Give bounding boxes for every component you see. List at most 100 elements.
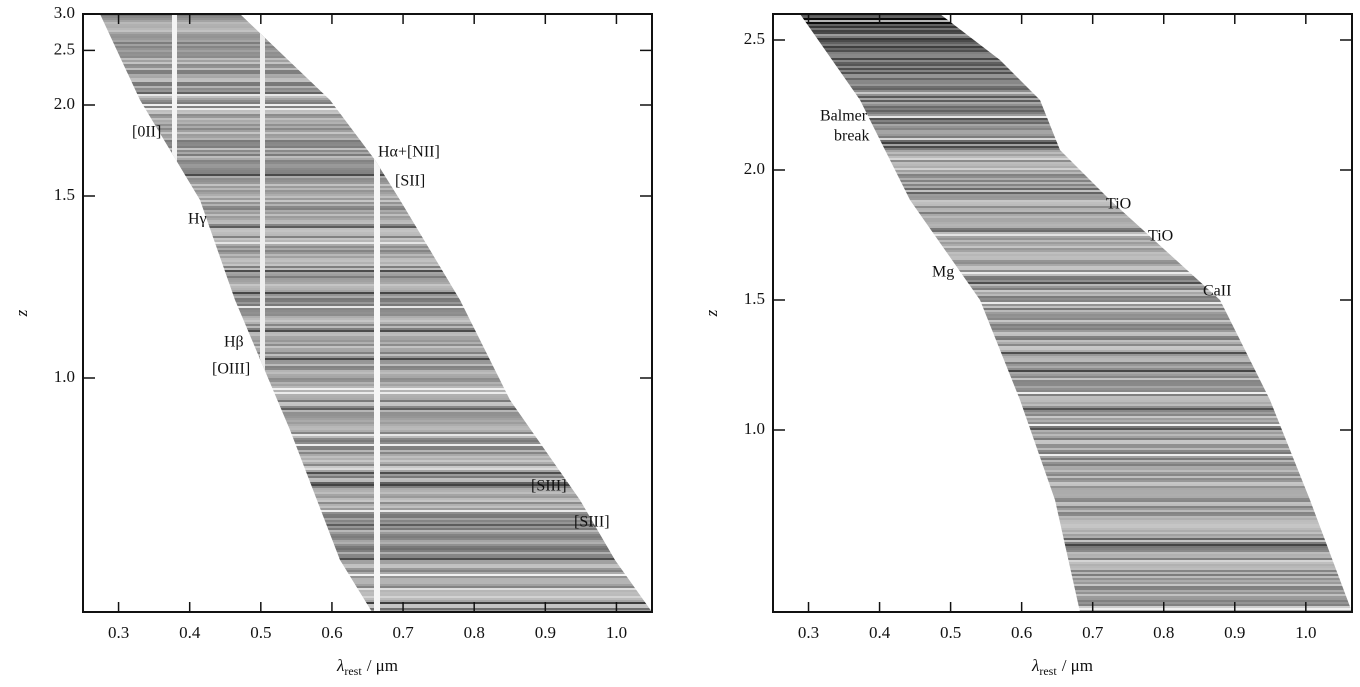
y-tick-label: 1.0 bbox=[54, 367, 75, 386]
spectrum-row bbox=[100, 432, 652, 434]
spectrum-row bbox=[800, 328, 1352, 330]
spectrum-row bbox=[100, 572, 652, 574]
spectrum-row bbox=[100, 520, 652, 522]
spectrum-row bbox=[800, 100, 1352, 102]
spectrum-row bbox=[100, 336, 652, 338]
spectrum-row bbox=[100, 252, 652, 254]
spectrum-row bbox=[800, 578, 1352, 580]
spectrum-row bbox=[100, 172, 652, 174]
spectrum-row bbox=[100, 256, 652, 258]
spectrum-row bbox=[800, 86, 1352, 88]
spectrum-row bbox=[100, 538, 652, 540]
spectrum-row bbox=[800, 234, 1352, 236]
spectrum-row bbox=[800, 592, 1352, 594]
annotation: [0II] bbox=[132, 124, 161, 141]
spectrum-row bbox=[800, 426, 1352, 428]
spectrum-row bbox=[100, 44, 652, 46]
spectrum-row bbox=[100, 436, 652, 438]
spectrum-row bbox=[800, 78, 1352, 80]
spectrum-row bbox=[100, 524, 652, 526]
spectrum-row bbox=[100, 92, 652, 94]
spectrum-row bbox=[100, 314, 652, 316]
spectrum-row bbox=[800, 430, 1352, 432]
spectrum-row bbox=[100, 312, 652, 314]
spectrum-row bbox=[100, 342, 652, 344]
spectrum-row bbox=[800, 422, 1352, 424]
x-axis-label: λrest / μm bbox=[1031, 656, 1093, 678]
x-tick-label: 0.4 bbox=[869, 623, 891, 642]
spectrum-row bbox=[100, 580, 652, 582]
spectrum-row bbox=[100, 608, 652, 610]
spectrum-row bbox=[800, 22, 1352, 24]
spectrum-row bbox=[800, 586, 1352, 588]
spectrum-row bbox=[100, 504, 652, 506]
spectrum-row bbox=[800, 250, 1352, 252]
spectrum-row bbox=[800, 158, 1352, 160]
spectrum-row bbox=[100, 156, 652, 158]
spectrum-row bbox=[800, 438, 1352, 440]
annotation: [OIII] bbox=[212, 361, 250, 378]
spectrum-row bbox=[100, 394, 652, 396]
x-tick-label: 0.8 bbox=[1153, 623, 1174, 642]
spectrum-row bbox=[100, 262, 652, 264]
y-tick-label: 3.0 bbox=[54, 3, 75, 22]
spectrum-row bbox=[100, 110, 652, 112]
spectrum-row bbox=[100, 130, 652, 132]
spectrum-row bbox=[100, 380, 652, 382]
spectrum-row bbox=[100, 278, 652, 280]
spectra-image bbox=[100, 14, 652, 612]
spectrum-row bbox=[100, 302, 652, 304]
spectrum-row bbox=[800, 224, 1352, 226]
spectrum-row bbox=[800, 256, 1352, 258]
spectrum-row bbox=[800, 482, 1352, 484]
spectrum-row bbox=[800, 486, 1352, 488]
spectrum-row bbox=[100, 294, 652, 296]
spectrum-row bbox=[800, 330, 1352, 332]
spectrum-row bbox=[800, 432, 1352, 434]
spectrum-row bbox=[800, 204, 1352, 206]
spectrum-row bbox=[800, 398, 1352, 400]
plot-frame bbox=[82, 13, 653, 613]
spectrum-row bbox=[100, 108, 652, 110]
spectrum-row bbox=[100, 118, 652, 120]
spectrum-row bbox=[100, 398, 652, 400]
spectrum-row bbox=[100, 16, 652, 18]
spectrum-row bbox=[800, 404, 1352, 406]
spectrum-row bbox=[800, 350, 1352, 352]
spectrum-row bbox=[100, 450, 652, 452]
spectrum-row bbox=[100, 418, 652, 420]
spectrum-row bbox=[100, 52, 652, 54]
spectrum-row bbox=[800, 366, 1352, 368]
spectrum-row bbox=[800, 496, 1352, 498]
spectrum-row bbox=[800, 602, 1352, 604]
spectrum-row bbox=[800, 368, 1352, 370]
spectrum-row bbox=[800, 180, 1352, 182]
spectrum-row bbox=[100, 514, 652, 516]
spectrum-row bbox=[100, 180, 652, 182]
spectrum-row bbox=[100, 406, 652, 408]
spectrum-row bbox=[800, 66, 1352, 68]
spectrum-row bbox=[800, 268, 1352, 270]
x-tick-label: 0.5 bbox=[250, 623, 271, 642]
spectrum-row bbox=[100, 588, 652, 590]
spectrum-row bbox=[100, 506, 652, 508]
spectrum-row bbox=[100, 104, 652, 106]
spectrum-row bbox=[800, 356, 1352, 358]
spectrum-row bbox=[100, 482, 652, 484]
spectrum-row bbox=[800, 532, 1352, 534]
spectrum-row bbox=[100, 66, 652, 68]
spectrum-row bbox=[100, 138, 652, 140]
spectrum-row bbox=[100, 136, 652, 138]
spectrum-row bbox=[100, 128, 652, 130]
spectrum-row bbox=[100, 230, 652, 232]
spectrum-row bbox=[800, 376, 1352, 378]
spectrum-row bbox=[800, 238, 1352, 240]
spectrum-row bbox=[800, 484, 1352, 486]
annotation: [SII] bbox=[395, 173, 425, 190]
spectrum-row bbox=[800, 262, 1352, 264]
spectrum-row bbox=[800, 400, 1352, 402]
spectrum-row bbox=[800, 594, 1352, 596]
spectrum-row bbox=[800, 506, 1352, 508]
spectrum-row bbox=[800, 516, 1352, 518]
